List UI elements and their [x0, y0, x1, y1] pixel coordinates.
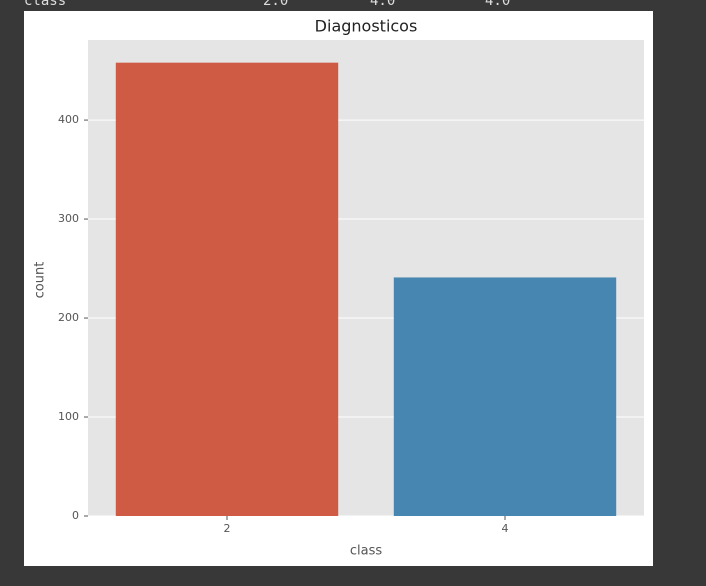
- y-tick-label: 100: [58, 410, 79, 423]
- y-tick-label: 200: [58, 311, 79, 324]
- bar: [393, 277, 617, 516]
- output-text: 2.0: [263, 0, 288, 9]
- bar: [115, 62, 339, 517]
- x-tick-label: 2: [224, 522, 231, 535]
- y-tick-label: 400: [58, 113, 79, 126]
- x-tick-label: 4: [502, 522, 509, 535]
- output-text: 4.0: [485, 0, 510, 9]
- output-text: 4.0: [370, 0, 395, 9]
- chart-title: Diagnosticos: [315, 17, 418, 36]
- y-tick-label: 0: [72, 509, 79, 522]
- x-axis-label: class: [350, 544, 382, 559]
- output-text: class: [24, 0, 66, 9]
- y-tick-label: 300: [58, 212, 79, 225]
- y-axis-label: count: [33, 262, 48, 299]
